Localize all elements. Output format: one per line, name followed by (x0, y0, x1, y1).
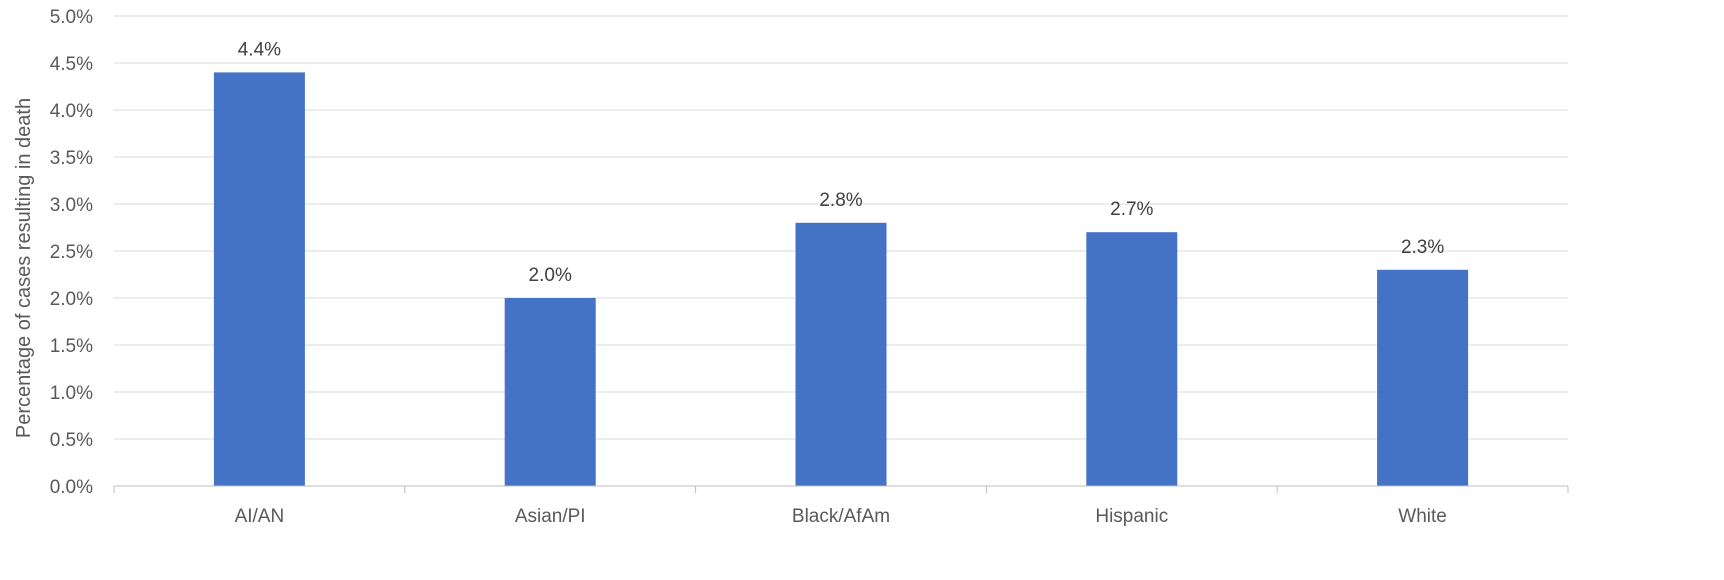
labels: 0.0% 0.5% 1.0% 1.5% 2.0% 2.5% 3.0% 3.5% 4.0% 4.5%… (50, 7, 1447, 527)
y-tick-label: 1.0% (50, 383, 93, 404)
data-label: 4.4% (238, 39, 281, 60)
y-axis-label: Percentage of cases resulting in death (13, 98, 35, 438)
y-tick-label: 1.5% (50, 336, 93, 357)
bar (1377, 269, 1469, 486)
y-tick-label: 2.5% (50, 242, 93, 263)
y-tick-label: 3.0% (50, 195, 93, 216)
x-tick-label: Hispanic (1095, 506, 1168, 527)
bar (504, 298, 596, 486)
x-tick-label: AI/AN (235, 506, 285, 527)
y-tick-label: 0.0% (50, 477, 93, 498)
x-tick-label: White (1398, 506, 1447, 527)
y-tick-label: 3.5% (50, 148, 93, 169)
y-tick-label: 4.0% (50, 101, 93, 122)
data-label: 2.0% (529, 265, 572, 286)
bar (1086, 232, 1178, 486)
y-tick-label: 5.0% (50, 7, 93, 28)
x-tick-label: Asian/PI (515, 506, 586, 527)
axes (113, 485, 1569, 493)
data-label: 2.7% (1110, 199, 1153, 220)
data-label: 2.8% (819, 190, 862, 211)
data-label: 2.3% (1401, 237, 1444, 258)
y-tick-label: 0.5% (50, 430, 93, 451)
bar (213, 72, 305, 487)
bars (213, 72, 1469, 487)
y-tick-label: 4.5% (50, 54, 93, 75)
y-tick-label: 2.0% (50, 289, 93, 310)
bar (795, 222, 887, 487)
x-tick-label: Black/AfAm (792, 506, 890, 527)
